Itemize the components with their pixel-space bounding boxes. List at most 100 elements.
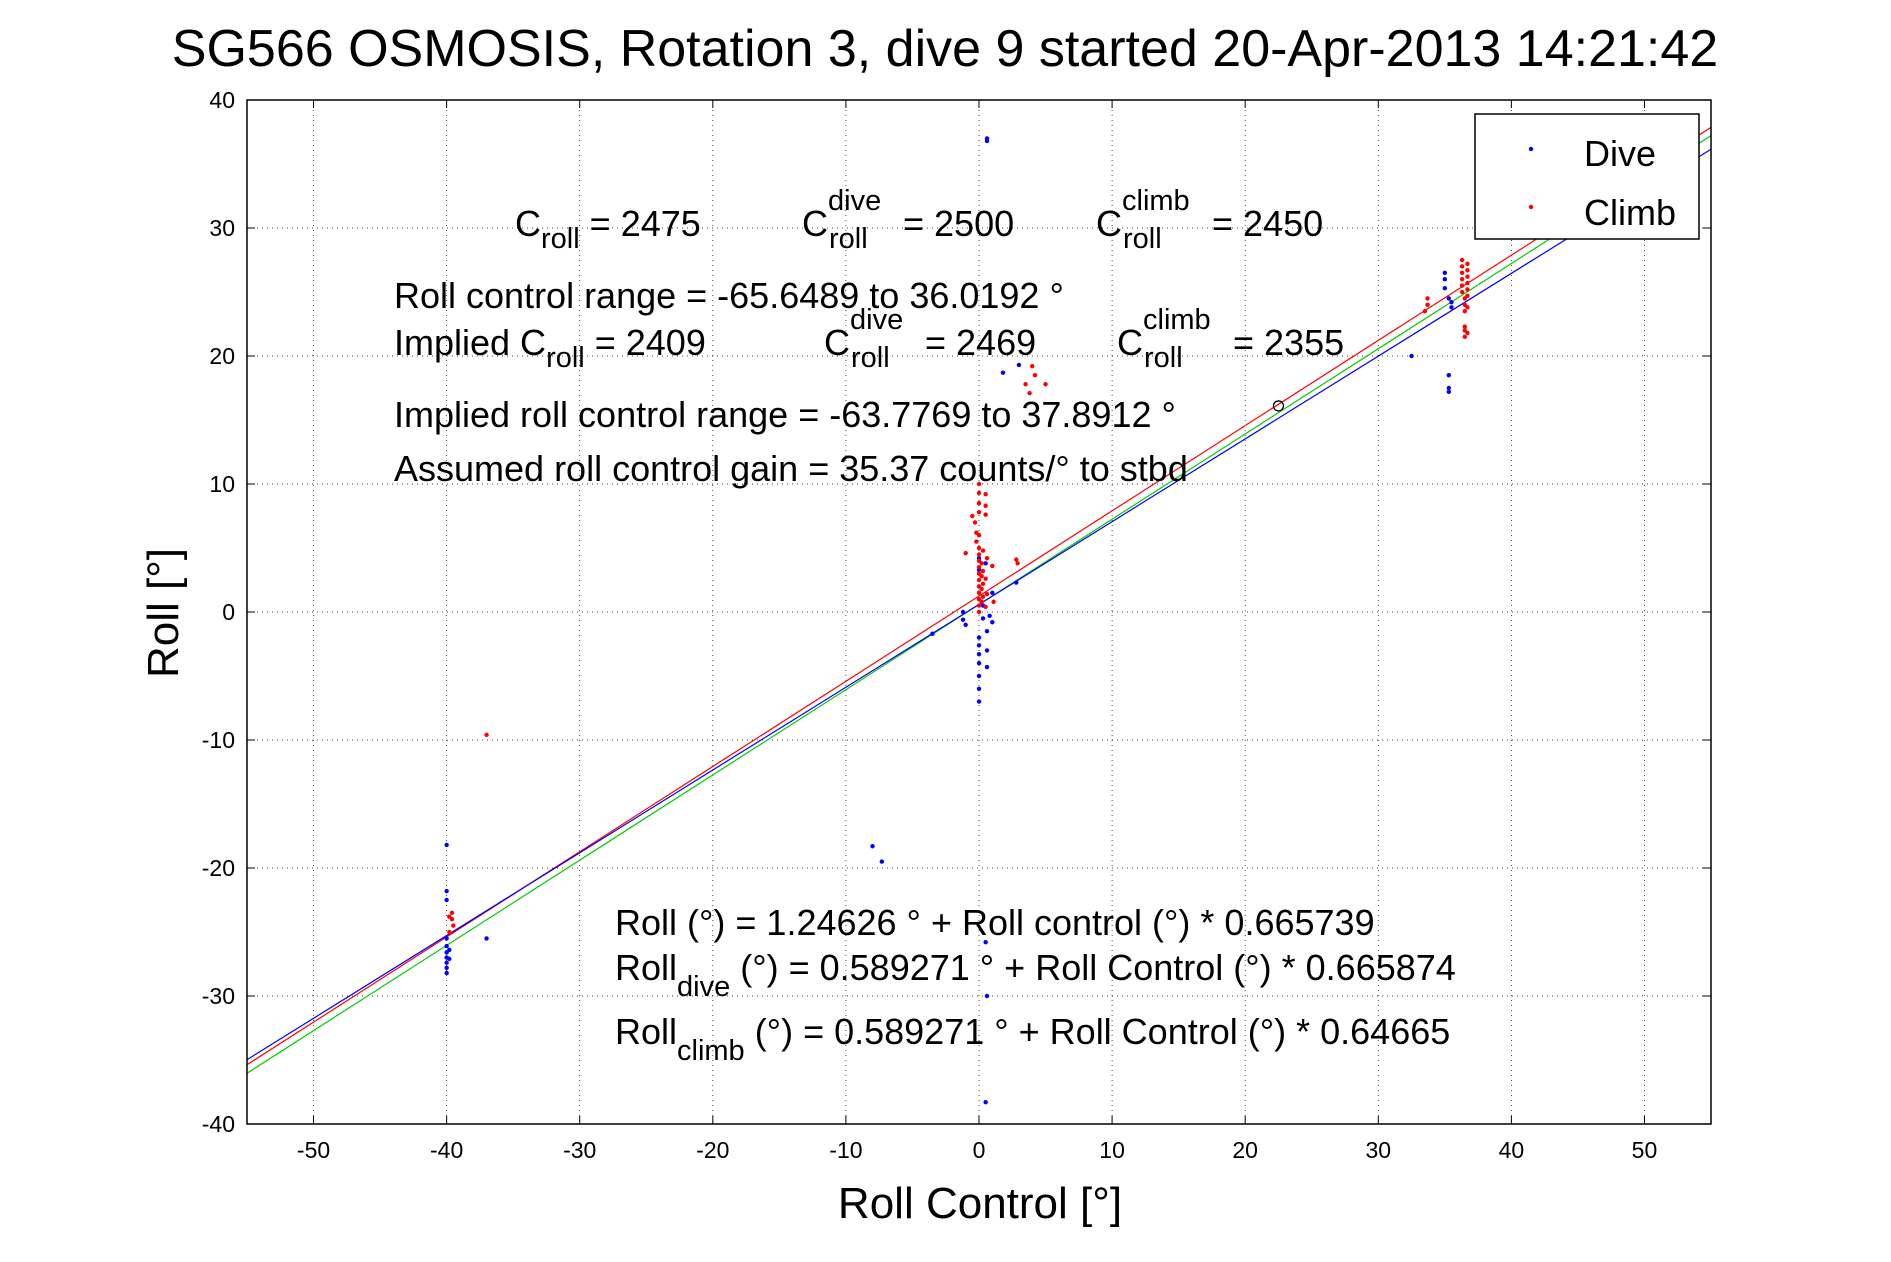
c-climb-sup: climb — [1122, 185, 1190, 217]
data-point — [1422, 309, 1428, 314]
data-point — [976, 481, 982, 487]
data-point — [976, 533, 982, 538]
data-point — [976, 590, 982, 595]
data-point — [1465, 287, 1470, 292]
y-tick-label: 30 — [209, 215, 235, 241]
data-point — [976, 699, 982, 704]
data-point — [1000, 370, 1006, 375]
implied-sub: roll — [546, 342, 585, 374]
data-point — [983, 940, 988, 945]
data-point — [1449, 300, 1454, 305]
data-point — [1449, 305, 1454, 310]
data-point — [960, 609, 966, 615]
data-point — [980, 581, 986, 587]
implied-range: Implied roll control range = -63.7769 to… — [394, 394, 1176, 435]
data-point — [1030, 364, 1035, 369]
data-point — [444, 960, 449, 965]
x-tick-label: -50 — [297, 1137, 330, 1163]
data-point — [1459, 283, 1465, 288]
data-point — [984, 664, 990, 670]
data-point — [979, 573, 984, 579]
implied-dive-base: C — [824, 322, 850, 363]
data-point — [1014, 557, 1019, 562]
data-point — [444, 888, 449, 894]
fit-3-sub: climb — [677, 1035, 745, 1067]
data-point — [1425, 296, 1430, 301]
y-tick-label: 40 — [209, 87, 235, 113]
x-tick-label: -40 — [430, 1137, 463, 1163]
y-tick-label: 20 — [209, 343, 235, 369]
c-climb-rest: = 2450 — [1202, 203, 1323, 244]
c-roll-base: C — [515, 203, 541, 244]
data-point — [974, 539, 979, 544]
data-point — [1442, 277, 1448, 282]
implied-dive-sup: dive — [850, 304, 903, 336]
x-tick-label: 50 — [1632, 1137, 1658, 1163]
y-tick-label: 0 — [222, 599, 235, 625]
roll-control-range: Roll control range = -65.6489 to 36.0192… — [394, 275, 1064, 316]
y-tick-label: -30 — [202, 983, 235, 1009]
data-point — [1465, 293, 1470, 299]
data-point — [980, 594, 986, 599]
x-tick-label: 10 — [1099, 1137, 1125, 1163]
fit-2-base: Roll — [615, 947, 677, 988]
data-point — [980, 616, 986, 621]
data-point — [1465, 268, 1470, 273]
data-point — [976, 643, 982, 648]
data-point — [451, 923, 456, 928]
data-point — [444, 936, 449, 941]
fit-equation-1: Roll (°) = 1.24626 ° + Roll control (°) … — [615, 902, 1375, 943]
data-point — [984, 138, 990, 144]
c-climb-annotation: Cclimb roll = 2450 — [1096, 185, 1323, 255]
data-point — [976, 652, 982, 657]
fit-2-sub: dive — [677, 971, 730, 1003]
data-point — [449, 910, 455, 915]
data-point — [976, 673, 982, 679]
tick-labels: -50 -40 -30 -20 -10 0 10 20 30 40 50 -40 -30 -20 -10 0 1… — [202, 87, 1658, 1163]
data-point — [991, 599, 996, 604]
assumed-gain: Assumed roll control gain = 35.37 counts… — [394, 448, 1188, 489]
implied-prefix: Implied C — [394, 322, 546, 363]
data-point — [1023, 381, 1028, 387]
tick-marks — [247, 99, 1711, 1125]
data-point — [444, 965, 449, 971]
fit-2-rest: (°) = 0.589271 ° + Roll Control (°) * 0.… — [730, 947, 1456, 988]
y-tick-label: 10 — [209, 471, 235, 497]
data-point — [990, 563, 995, 569]
data-point — [1043, 381, 1048, 387]
data-point — [984, 629, 990, 634]
data-point — [1465, 305, 1470, 310]
data-point — [990, 590, 995, 595]
data-point — [1442, 285, 1448, 291]
legend-climb-marker — [1528, 204, 1534, 210]
data-point — [980, 568, 986, 574]
data-point — [1459, 277, 1465, 282]
x-tick-label: -20 — [696, 1137, 729, 1163]
legend-dive-marker — [1528, 146, 1534, 152]
data-point — [976, 552, 982, 557]
legend-dive-label: Dive — [1584, 133, 1656, 174]
data-point — [979, 599, 984, 604]
data-point — [983, 1100, 988, 1105]
data-point — [1465, 261, 1470, 267]
data-point — [1446, 389, 1452, 395]
data-point — [1459, 289, 1465, 295]
data-point — [979, 586, 984, 592]
legend-box — [1474, 113, 1700, 240]
data-point — [1446, 296, 1452, 301]
data-point — [983, 492, 988, 497]
data-point — [1409, 353, 1414, 359]
data-point — [976, 545, 982, 551]
data-point — [444, 842, 449, 848]
data-point — [976, 577, 982, 583]
data-point — [447, 929, 452, 935]
c-dive-sub: roll — [829, 223, 868, 255]
x-tick-label: -30 — [563, 1137, 596, 1163]
data-point — [879, 859, 885, 864]
c-dive-base: C — [802, 203, 828, 244]
c-dive-annotation: Cdive roll = 2500 — [802, 185, 1014, 255]
data-point — [976, 501, 982, 506]
data-point — [960, 617, 966, 622]
data-point — [963, 622, 968, 627]
